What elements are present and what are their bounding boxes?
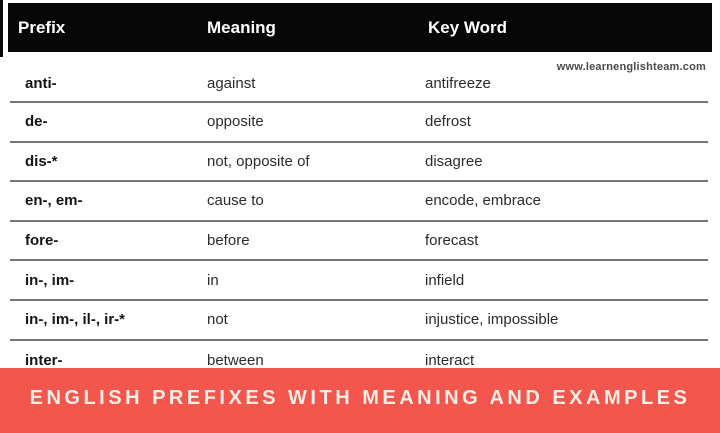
- watermark-url: www.learnenglishteam.com: [556, 61, 706, 73]
- cell-meaning: not, opposite of: [207, 152, 310, 170]
- table-row: fore-before forecast: [10, 222, 708, 262]
- table-body: anti-against antifreeze de-opposite defrost…: [10, 52, 708, 380]
- cell-meaning: in: [207, 271, 219, 289]
- header-keyword: Key Word: [428, 17, 508, 37]
- title-banner: ENGLISH PREFIXES WITH MEANING AND EXAMPL…: [0, 368, 720, 433]
- cell-key-word: encode, embrace: [425, 192, 541, 210]
- header-prefix: Prefix: [18, 17, 66, 37]
- cell-prefix: fore-: [25, 232, 59, 250]
- cell-prefix: de-: [25, 113, 48, 131]
- table-row: de-opposite defrost: [10, 103, 708, 143]
- banner-title: ENGLISH PREFIXES WITH MEANING AND EXAMPL…: [29, 387, 691, 409]
- cell-key-word: disagree: [425, 152, 483, 170]
- cell-key-word: interact: [425, 351, 475, 369]
- cell-key-word: forecast: [425, 232, 479, 250]
- cell-meaning: not: [207, 311, 228, 329]
- table-row: anti-against antifreeze: [10, 52, 708, 103]
- cell-meaning: before: [207, 232, 250, 250]
- cell-key-word: antifreeze: [425, 75, 491, 92]
- table-row: dis-* not, opposite of disagree: [10, 143, 708, 183]
- cell-meaning: against: [207, 75, 256, 92]
- table-row: in-, im-, il-, ir-* not injustice, impossi…: [10, 301, 708, 341]
- cell-prefix: in-, im-: [25, 271, 75, 289]
- cell-prefix: inter-: [25, 351, 63, 369]
- table-row: inter-between interact: [10, 341, 708, 381]
- cell-meaning: opposite: [207, 113, 264, 131]
- cell-key-word: injustice, impossible: [425, 311, 559, 329]
- cell-prefix: en-, em-: [25, 192, 83, 210]
- table-row: en-, em-cause to encode, embrace: [10, 182, 708, 222]
- cell-prefix: anti-: [25, 75, 57, 92]
- cell-meaning: between: [207, 351, 264, 369]
- cell-key-word: defrost: [425, 113, 471, 131]
- cell-prefix: in-, im-, il-, ir-*: [25, 311, 125, 329]
- cell-prefix: dis-*: [25, 152, 58, 170]
- cell-meaning: cause to: [207, 192, 264, 210]
- table-row: in-, im-in infield: [10, 261, 708, 301]
- table-header: Prefix Meaning Key Word: [8, 3, 712, 52]
- header-meaning: Meaning: [207, 17, 276, 37]
- cell-key-word: infield: [425, 271, 465, 289]
- left-edge-line: [0, 0, 3, 57]
